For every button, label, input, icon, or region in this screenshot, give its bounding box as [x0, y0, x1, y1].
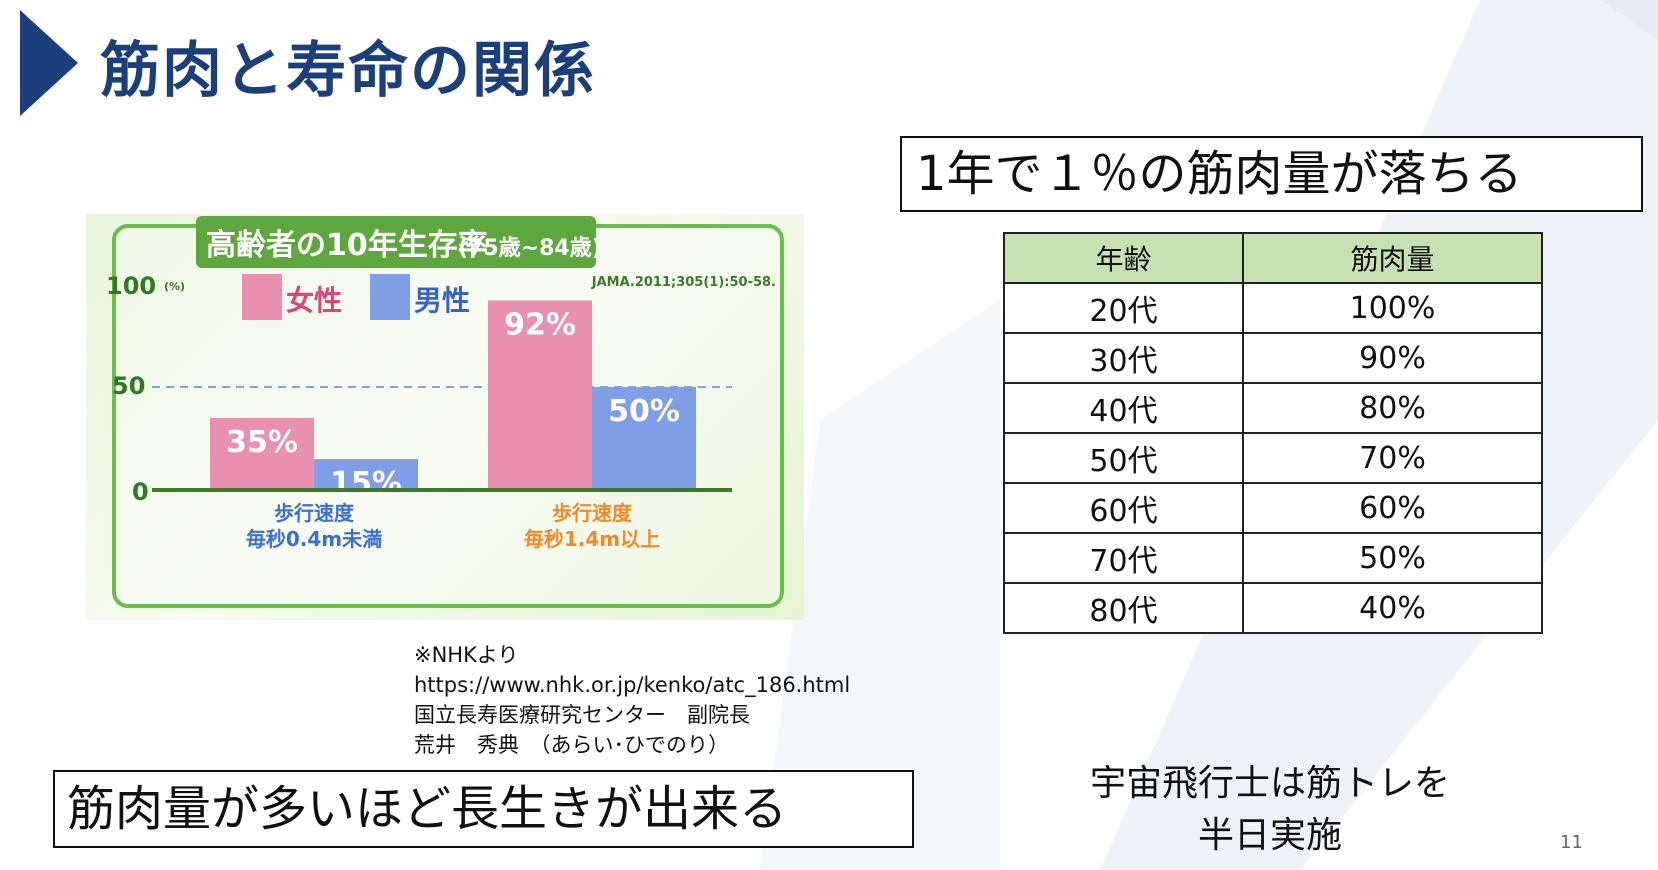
group-label-1-line1: 歩行速度 — [274, 501, 355, 525]
chart-title: 高齢者の10年生存率 — [206, 228, 488, 263]
table-row: 60代 60% — [1002, 482, 1543, 534]
chart-source: JAMA.2011;305(1):50-58. — [591, 275, 776, 290]
bar-value-label: 35% — [226, 425, 298, 460]
table-row: 30代 90% — [1002, 332, 1543, 384]
bar-value-label: 92% — [504, 307, 576, 342]
astronaut-note-line1: 宇宙飛行士は筋トレを — [1089, 763, 1450, 804]
table-row: 20代 100% — [1002, 282, 1543, 334]
table-header-row: 年齢 筋肉量 — [1002, 232, 1543, 284]
astronaut-note: 宇宙飛行士は筋トレを 半日実施 — [1060, 758, 1480, 862]
bar-male-1 — [314, 459, 418, 490]
table-cell-age: 80代 — [1002, 582, 1245, 634]
table-cell-muscle: 60% — [1242, 482, 1543, 534]
group-label-2-line2: 毎秒1.4m以上 — [524, 527, 660, 551]
slide-title: 筋肉と寿命の関係 — [100, 36, 596, 106]
table-cell-muscle: 100% — [1242, 282, 1543, 334]
source-note-line: 国立長寿医療研究センター 副院長 — [414, 703, 750, 727]
legend-label-male: 男性 — [414, 284, 470, 317]
chart-title-suffix: (75歳~84歳) — [458, 236, 602, 261]
survival-rate-chart: 高齢者の10年生存率 (75歳~84歳) JAMA.2011;305(1):50… — [86, 214, 804, 620]
legend-swatch-male — [370, 274, 410, 320]
bars-layer: 35% 92% 15% 50% — [152, 300, 732, 501]
source-note-url: https://www.nhk.or.jp/kenko/atc_186.html — [414, 673, 851, 697]
table-cell-age: 30代 — [1002, 332, 1245, 384]
legend-swatch-female — [242, 274, 282, 320]
group-label-2-line1: 歩行速度 — [552, 501, 633, 525]
muscle-mass-table: 年齢 筋肉量 20代 100% 30代 90% 40代 80% 50代 70% 60代 6… — [1002, 232, 1543, 634]
conclusion-box: 筋肉量が多いほど長生きが出来る — [53, 770, 914, 848]
ytick-0: 0 — [132, 478, 149, 506]
bar-value-label: 50% — [608, 394, 680, 429]
group-label-1-line2: 毎秒0.4m未満 — [246, 527, 382, 551]
table-cell-muscle: 70% — [1242, 432, 1543, 484]
bar-value-label: 15% — [330, 466, 402, 501]
table-cell-age: 60代 — [1002, 482, 1245, 534]
y-unit: (%) — [164, 280, 185, 293]
astronaut-note-line2: 半日実施 — [1197, 815, 1342, 856]
page-number: 11 — [1560, 832, 1583, 853]
ytick-100: 100 — [106, 272, 156, 300]
table-row: 70代 50% — [1002, 532, 1543, 584]
table-cell-age: 40代 — [1002, 382, 1245, 434]
source-note-line: ※NHKより — [414, 643, 519, 667]
legend-label-female: 女性 — [286, 284, 342, 317]
bar-female-1 — [210, 417, 314, 490]
bar-male-2 — [592, 387, 696, 490]
table-cell-muscle: 90% — [1242, 332, 1543, 384]
table-cell-muscle: 80% — [1242, 382, 1543, 434]
table-row: 80代 40% — [1002, 582, 1543, 634]
title-arrow-icon — [20, 10, 78, 116]
bar-female-2 — [488, 300, 592, 490]
table-header-muscle: 筋肉量 — [1242, 232, 1543, 284]
table-row: 50代 70% — [1002, 432, 1543, 484]
table-cell-muscle: 50% — [1242, 532, 1543, 584]
ytick-50: 50 — [112, 372, 145, 400]
source-note-line: 荒井 秀典 （あらい･ひでのり） — [414, 733, 729, 757]
chart-svg: 高齢者の10年生存率 (75歳~84歳) JAMA.2011;305(1):50… — [106, 216, 784, 608]
table-cell-muscle: 40% — [1242, 582, 1543, 634]
table-row: 40代 80% — [1002, 382, 1543, 434]
headline-box: 1年で１％の筋肉量が落ちる — [900, 136, 1643, 212]
table-cell-age: 50代 — [1002, 432, 1245, 484]
table-cell-age: 20代 — [1002, 282, 1245, 334]
table-header-age: 年齢 — [1002, 232, 1245, 284]
chart-title-band — [196, 216, 596, 268]
source-note: ※NHKより https://www.nhk.or.jp/kenko/atc_1… — [414, 640, 850, 760]
table-cell-age: 70代 — [1002, 532, 1245, 584]
